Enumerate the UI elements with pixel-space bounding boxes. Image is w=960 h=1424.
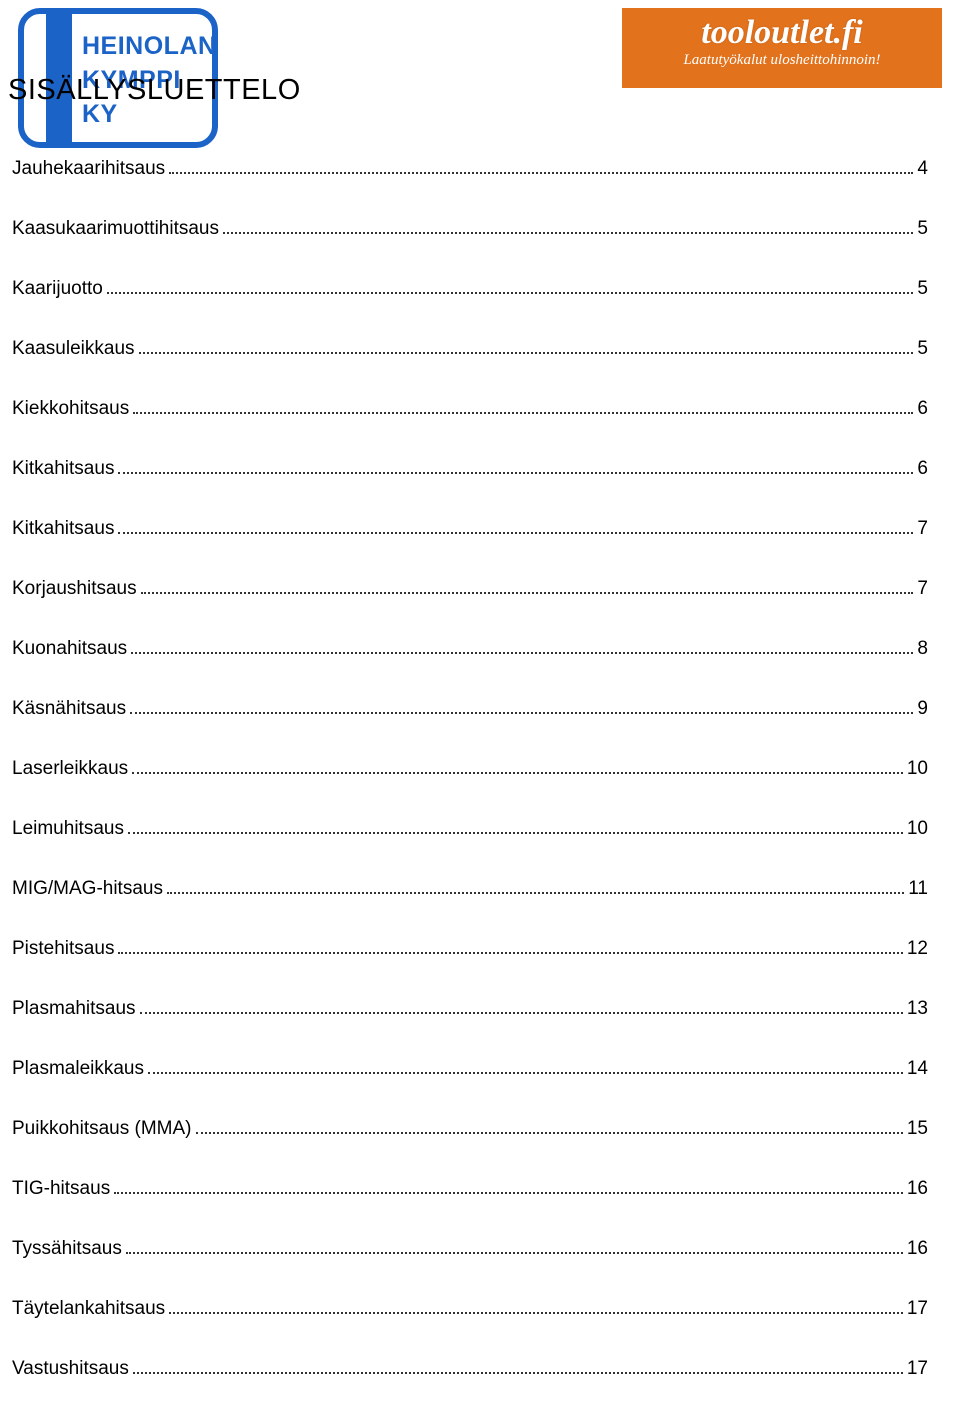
toc-label: Käsnähitsaus — [12, 698, 126, 720]
toc-page-number: 10 — [907, 818, 928, 840]
toc-page-number: 15 — [907, 1118, 928, 1140]
toc-label: Tyssähitsaus — [12, 1238, 122, 1260]
page-title: SISÄLLYSLUETTELO — [8, 74, 301, 107]
tooloutlet-logo: tooloutlet.fi Laatutyökalut ulosheittohi… — [622, 8, 942, 88]
table-of-contents: Jauhekaarihitsaus 4 Kaasukaarimuottihitsau… — [12, 158, 928, 1380]
toc-leader-dots — [169, 172, 913, 174]
toc-leader-dots — [148, 1072, 903, 1074]
toc-page-number: 8 — [917, 638, 928, 660]
toc-label: Pistehitsaus — [12, 938, 114, 960]
toc-row: Kiekkohitsaus 6 — [12, 398, 928, 420]
toc-label: Täytelankahitsaus — [12, 1298, 165, 1320]
toc-label: Kaasukaarimuottihitsaus — [12, 218, 219, 240]
heinolan-logo-line1: HEINOLAN — [82, 30, 218, 64]
toc-leader-dots — [167, 892, 904, 894]
tooloutlet-logo-title: tooloutlet.fi — [634, 16, 930, 50]
toc-row: Käsnähitsaus 9 — [12, 698, 928, 720]
toc-page-number: 5 — [917, 278, 928, 300]
toc-row: Kitkahitsaus 7 — [12, 518, 928, 540]
toc-leader-dots — [133, 412, 913, 414]
toc-page-number: 11 — [908, 878, 928, 900]
toc-page-number: 12 — [907, 938, 928, 960]
toc-leader-dots — [140, 1012, 903, 1014]
toc-row: Pistehitsaus 12 — [12, 938, 928, 960]
toc-row: Tyssähitsaus 16 — [12, 1238, 928, 1260]
toc-row: Laserleikkaus 10 — [12, 758, 928, 780]
toc-leader-dots — [132, 772, 903, 774]
toc-label: Laserleikkaus — [12, 758, 128, 780]
toc-leader-dots — [126, 1252, 903, 1254]
toc-label: Kitkahitsaus — [12, 518, 114, 540]
toc-label: Korjaushitsaus — [12, 578, 137, 600]
toc-leader-dots — [141, 592, 914, 594]
toc-row: Plasmahitsaus 13 — [12, 998, 928, 1020]
toc-row: Korjaushitsaus 7 — [12, 578, 928, 600]
toc-leader-dots — [118, 952, 902, 954]
toc-leader-dots — [133, 1372, 903, 1374]
toc-leader-dots — [139, 352, 914, 354]
toc-page-number: 5 — [917, 218, 928, 240]
toc-leader-dots — [130, 712, 913, 714]
toc-label: TIG-hitsaus — [12, 1178, 110, 1200]
toc-row: Kaasuleikkaus 5 — [12, 338, 928, 360]
toc-page-number: 4 — [917, 158, 928, 180]
toc-page-number: 7 — [917, 518, 928, 540]
toc-row: Kaarijuotto 5 — [12, 278, 928, 300]
toc-row: Kaasukaarimuottihitsaus 5 — [12, 218, 928, 240]
toc-row: Leimuhitsaus 10 — [12, 818, 928, 840]
toc-label: Kitkahitsaus — [12, 458, 114, 480]
toc-label: Kiekkohitsaus — [12, 398, 129, 420]
toc-label: Plasmaleikkaus — [12, 1058, 144, 1080]
toc-row: Täytelankahitsaus 17 — [12, 1298, 928, 1320]
toc-row: Plasmaleikkaus 14 — [12, 1058, 928, 1080]
toc-label: MIG/MAG-hitsaus — [12, 878, 163, 900]
toc-leader-dots — [118, 472, 913, 474]
toc-page-number: 6 — [917, 398, 928, 420]
toc-label: Plasmahitsaus — [12, 998, 136, 1020]
toc-page-number: 5 — [917, 338, 928, 360]
toc-leader-dots — [128, 832, 903, 834]
toc-row: MIG/MAG-hitsaus 11 — [12, 878, 928, 900]
toc-page-number: 17 — [907, 1358, 928, 1380]
toc-row: Vastushitsaus 17 — [12, 1358, 928, 1380]
toc-page-number: 10 — [907, 758, 928, 780]
toc-leader-dots — [107, 292, 914, 294]
toc-label: Jauhekaarihitsaus — [12, 158, 165, 180]
toc-page-number: 7 — [917, 578, 928, 600]
document-page: HEINOLAN KYMPPI KY tooloutlet.fi Laatuty… — [0, 0, 960, 1424]
toc-leader-dots — [169, 1312, 903, 1314]
toc-page-number: 16 — [907, 1238, 928, 1260]
tooloutlet-logo-tagline: Laatutyökalut ulosheittohinnoin! — [634, 52, 930, 69]
toc-page-number: 16 — [907, 1178, 928, 1200]
toc-page-number: 9 — [917, 698, 928, 720]
toc-page-number: 6 — [917, 458, 928, 480]
toc-page-number: 17 — [907, 1298, 928, 1320]
toc-row: TIG-hitsaus 16 — [12, 1178, 928, 1200]
toc-row: Kuonahitsaus 8 — [12, 638, 928, 660]
toc-row: Kitkahitsaus 6 — [12, 458, 928, 480]
toc-row: Puikkohitsaus (MMA) 15 — [12, 1118, 928, 1140]
toc-leader-dots — [196, 1132, 903, 1134]
toc-leader-dots — [114, 1192, 903, 1194]
toc-label: Kaasuleikkaus — [12, 338, 135, 360]
toc-label: Puikkohitsaus (MMA) — [12, 1118, 192, 1140]
toc-label: Vastushitsaus — [12, 1358, 129, 1380]
toc-label: Kuonahitsaus — [12, 638, 127, 660]
toc-leader-dots — [223, 232, 913, 234]
toc-leader-dots — [131, 652, 913, 654]
toc-leader-dots — [118, 532, 913, 534]
toc-label: Kaarijuotto — [12, 278, 103, 300]
toc-label: Leimuhitsaus — [12, 818, 124, 840]
toc-page-number: 14 — [907, 1058, 928, 1080]
toc-page-number: 13 — [907, 998, 928, 1020]
toc-row: Jauhekaarihitsaus 4 — [12, 158, 928, 180]
